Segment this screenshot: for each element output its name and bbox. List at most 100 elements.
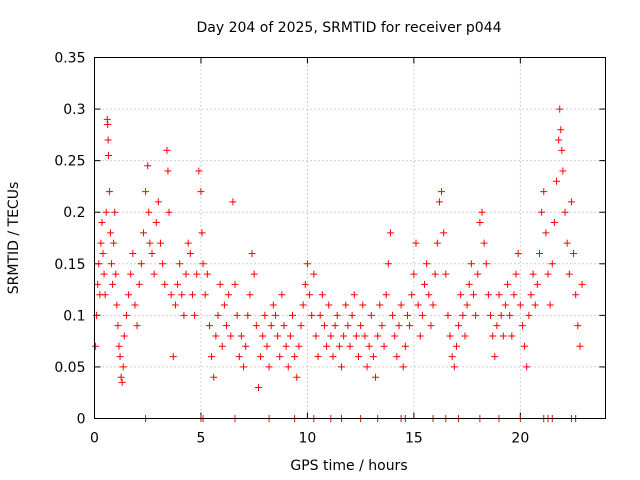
data-point <box>548 260 556 268</box>
data-point <box>478 208 486 216</box>
data-point <box>416 332 424 340</box>
data-point <box>113 301 121 309</box>
y-tick-label: 0.35 <box>54 51 85 67</box>
data-point <box>186 249 194 257</box>
data-point <box>233 311 241 319</box>
data-point <box>525 311 533 319</box>
data-point <box>510 291 518 299</box>
data-point <box>306 291 314 299</box>
data-point <box>463 301 471 309</box>
data-point <box>429 301 437 309</box>
data-point <box>397 301 405 309</box>
data-point <box>120 332 128 340</box>
data-point <box>94 280 102 288</box>
data-point <box>438 188 446 196</box>
data-point <box>333 311 341 319</box>
data-point <box>327 332 335 340</box>
data-point <box>550 219 558 227</box>
data-point <box>348 311 356 319</box>
data-point <box>109 280 117 288</box>
data-point <box>544 270 552 278</box>
axis-ticks: 0 0.05 0.1 0.15 0.2 0.25 0.3 0.35 0 5 10 15 20 <box>54 51 606 447</box>
data-point <box>367 311 375 319</box>
data-point <box>210 373 218 381</box>
data-point <box>342 301 350 309</box>
x-tick-label: 10 <box>299 431 317 447</box>
data-point <box>289 311 297 319</box>
data-point <box>567 198 575 206</box>
data-point <box>555 136 563 144</box>
data-point <box>421 280 429 288</box>
data-point <box>467 260 475 268</box>
data-point <box>521 342 529 350</box>
data-point <box>542 229 550 237</box>
data-point <box>150 270 158 278</box>
data-point <box>282 342 290 350</box>
data-point <box>198 229 206 237</box>
data-point <box>444 311 452 319</box>
data-point <box>152 219 160 227</box>
data-point <box>139 229 147 237</box>
data-point <box>344 322 352 330</box>
data-point <box>188 291 196 299</box>
data-point <box>308 311 316 319</box>
data-point <box>193 270 201 278</box>
data-point <box>235 353 243 361</box>
data-point <box>118 378 126 386</box>
data-point <box>565 270 573 278</box>
y-tick-label: 0.25 <box>54 154 85 170</box>
data-point <box>382 291 390 299</box>
data-point <box>248 249 256 257</box>
data-point <box>237 332 245 340</box>
data-point <box>95 260 103 268</box>
data-point <box>506 311 514 319</box>
data-point <box>553 177 561 185</box>
data-point <box>512 270 520 278</box>
data-point <box>267 322 275 330</box>
data-point <box>269 301 277 309</box>
data-point <box>216 280 224 288</box>
data-point <box>459 311 467 319</box>
data-point <box>359 301 367 309</box>
data-point <box>469 291 477 299</box>
data-point <box>137 260 145 268</box>
data-point <box>412 239 420 247</box>
data-point <box>527 291 535 299</box>
data-point <box>278 291 286 299</box>
data-point <box>242 342 250 350</box>
data-point <box>538 208 546 216</box>
data-point <box>501 301 509 309</box>
data-point <box>246 291 254 299</box>
data-point <box>474 270 482 278</box>
data-point <box>482 260 490 268</box>
data-point <box>225 291 233 299</box>
data-point <box>337 363 345 371</box>
data-point <box>229 198 237 206</box>
data-point <box>299 301 307 309</box>
data-point <box>431 270 439 278</box>
data-point <box>355 353 363 361</box>
data-point <box>303 260 311 268</box>
data-point <box>174 280 182 288</box>
data-point <box>489 332 497 340</box>
data-point <box>293 373 301 381</box>
data-point <box>504 280 512 288</box>
data-point <box>435 198 443 206</box>
data-point <box>201 291 209 299</box>
data-point <box>280 322 288 330</box>
data-point <box>395 322 403 330</box>
data-point <box>164 167 172 175</box>
data-point <box>529 270 537 278</box>
data-point <box>408 291 416 299</box>
data-point <box>450 363 458 371</box>
data-point <box>129 249 137 257</box>
data-point <box>442 270 450 278</box>
data-point <box>331 322 339 330</box>
data-point <box>578 280 586 288</box>
data-point <box>135 280 143 288</box>
data-point <box>320 322 328 330</box>
data-point <box>316 311 324 319</box>
data-point <box>203 270 211 278</box>
data-point <box>97 239 105 247</box>
data-point <box>125 291 133 299</box>
